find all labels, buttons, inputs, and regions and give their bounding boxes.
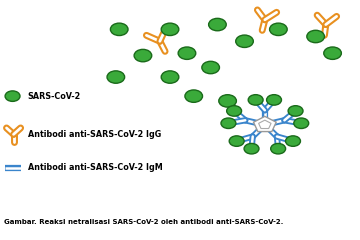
Circle shape (219, 95, 237, 107)
Circle shape (324, 47, 341, 59)
Circle shape (178, 47, 196, 59)
Circle shape (107, 71, 125, 83)
Circle shape (5, 91, 20, 101)
Circle shape (134, 49, 152, 62)
Circle shape (236, 35, 253, 48)
Circle shape (111, 23, 128, 36)
Circle shape (221, 118, 236, 128)
Circle shape (271, 144, 285, 154)
Circle shape (229, 136, 244, 146)
Text: Gambar. Reaksi netralisasi SARS-CoV-2 oleh antibodi anti-SARS-CoV-2.: Gambar. Reaksi netralisasi SARS-CoV-2 ol… (4, 219, 283, 225)
Circle shape (185, 90, 203, 102)
Circle shape (244, 144, 259, 154)
Text: SARS-CoV-2: SARS-CoV-2 (28, 92, 81, 101)
Circle shape (161, 71, 179, 83)
Circle shape (209, 18, 226, 31)
Circle shape (202, 61, 220, 74)
Circle shape (294, 118, 309, 128)
Circle shape (307, 30, 324, 43)
Circle shape (227, 106, 242, 116)
Polygon shape (253, 116, 276, 132)
Circle shape (288, 106, 303, 116)
Circle shape (266, 95, 282, 105)
Text: Antibodi anti-SARS-CoV-2 IgG: Antibodi anti-SARS-CoV-2 IgG (28, 130, 161, 139)
Text: Antibodi anti-SARS-CoV-2 IgM: Antibodi anti-SARS-CoV-2 IgM (28, 163, 162, 172)
Circle shape (248, 95, 263, 105)
Circle shape (270, 23, 287, 36)
Circle shape (285, 136, 301, 146)
Circle shape (161, 23, 179, 36)
